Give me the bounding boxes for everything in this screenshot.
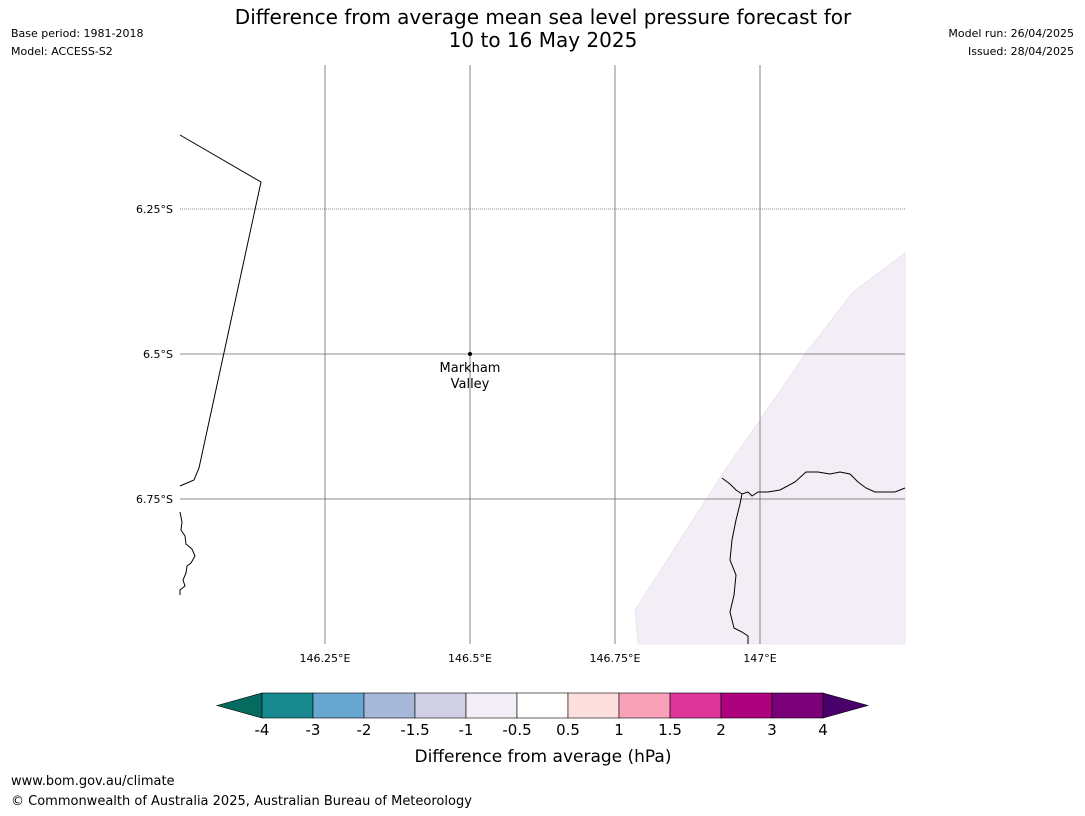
colorbar-tick-label: 4 — [818, 721, 828, 739]
model-run-text: Model run: 26/04/2025 — [948, 27, 1074, 40]
anomaly-shaded-region — [634, 252, 906, 645]
colorbar-swatch — [771, 692, 824, 719]
title-line-1: Difference from average mean sea level p… — [234, 5, 852, 29]
model-text: Model: ACCESS-S2 — [11, 45, 113, 58]
lon-label: 146.5°E — [448, 652, 492, 665]
lon-label: 146.25°E — [300, 652, 351, 665]
colorbar-tick-label: -4 — [255, 721, 270, 739]
colorbar-swatch — [261, 692, 314, 719]
lat-label: 6.25°S — [136, 203, 173, 216]
colorbar-tick-label: 2 — [716, 721, 726, 739]
longitude-labels: 146.25°E 146.5°E 146.75°E 147°E — [300, 652, 777, 665]
colorbar-swatch — [618, 692, 671, 719]
colorbar-tick-label: -2 — [357, 721, 372, 739]
colorbar-swatch — [312, 692, 365, 719]
latitude-labels: 6.25°S 6.5°S 6.75°S — [136, 203, 173, 506]
lat-label: 6.5°S — [143, 348, 173, 361]
coastlines — [179, 134, 906, 644]
coastline-west — [179, 511, 196, 595]
issued-text: Issued: 28/04/2025 — [967, 45, 1074, 58]
coastline-east — [721, 471, 906, 644]
colorbar-tick-label: -0.5 — [502, 721, 531, 739]
colorbar-tick-label: -1 — [459, 721, 474, 739]
lat-label: 6.75°S — [136, 493, 173, 506]
colorbar-swatch — [567, 692, 620, 719]
base-period-text: Base period: 1981-2018 — [11, 27, 144, 40]
colorbar-label: Difference from average (hPa) — [415, 747, 672, 767]
header-left: Base period: 1981-2018 Model: ACCESS-S2 — [11, 25, 143, 61]
colorbar-swatch — [669, 692, 722, 719]
place-label-line-1: Markham — [440, 361, 501, 376]
place-marker — [468, 352, 472, 356]
header-right: Model run: 26/04/2025 Issued: 28/04/2025 — [948, 25, 1074, 61]
colorbar-swatch — [720, 692, 773, 719]
lon-label: 146.75°E — [590, 652, 641, 665]
footer-copyright: © Commonwealth of Australia 2025, Austra… — [11, 794, 472, 809]
colorbar: -4 -3 -2 -1.5 -1 -0.5 0.5 1 1.5 2 3 4 — [215, 692, 870, 739]
border-line — [179, 134, 262, 487]
colorbar-low-extension — [215, 692, 263, 719]
colorbar-tick-label: 0.5 — [556, 721, 580, 739]
graticule — [180, 65, 905, 644]
place-label-line-2: Valley — [451, 377, 490, 392]
colorbar-swatch — [465, 692, 518, 719]
colorbar-swatch — [363, 692, 416, 719]
colorbar-tick-label: -1.5 — [400, 721, 429, 739]
page-title: Difference from average mean sea level p… — [200, 6, 886, 52]
lon-label: 147°E — [743, 652, 776, 665]
title-line-2: 10 to 16 May 2025 — [448, 28, 638, 52]
footer-url: www.bom.gov.au/climate — [11, 774, 175, 789]
colorbar-tick-label: 1 — [614, 721, 624, 739]
colorbar-high-extension — [822, 692, 870, 719]
colorbar-tick-label: 1.5 — [658, 721, 682, 739]
colorbar-swatch — [516, 692, 569, 719]
colorbar-swatch — [414, 692, 467, 719]
colorbar-tick-label: 3 — [767, 721, 777, 739]
colorbar-tick-label: -3 — [306, 721, 321, 739]
